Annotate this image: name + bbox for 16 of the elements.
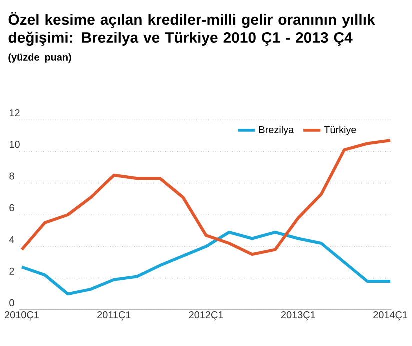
y-tick-label: 10 <box>10 141 20 148</box>
y-tick-label: 8 <box>10 172 14 180</box>
y-tick-label: 2 <box>10 268 14 275</box>
y-tick-label: 6 <box>10 204 14 212</box>
chart-title: Özel kesime açılan krediler-milli gelir oranının yıllık değişimi: Brezilya ve Türkiye 2010 Ç1 - 2013 Ç4 <box>8 12 376 46</box>
y-tick-label: 4 <box>9 236 14 244</box>
legend-label: Türkiye <box>324 126 356 136</box>
x-tick-label: 2012Ç1 <box>189 312 224 321</box>
x-tick-label: 2013Ç1 <box>281 312 316 321</box>
chart-subtitle: (yüzde puan) <box>8 54 72 63</box>
y-tick-label: 0 <box>10 299 14 306</box>
x-tick-label: 2010Ç1 <box>5 312 39 321</box>
x-tick-label: 2014Ç1 <box>374 312 408 321</box>
x-tick-label: 2011Ç1 <box>98 312 131 321</box>
legend-label: Brezilya <box>259 126 294 136</box>
y-tick-label: 12 <box>10 110 20 116</box>
